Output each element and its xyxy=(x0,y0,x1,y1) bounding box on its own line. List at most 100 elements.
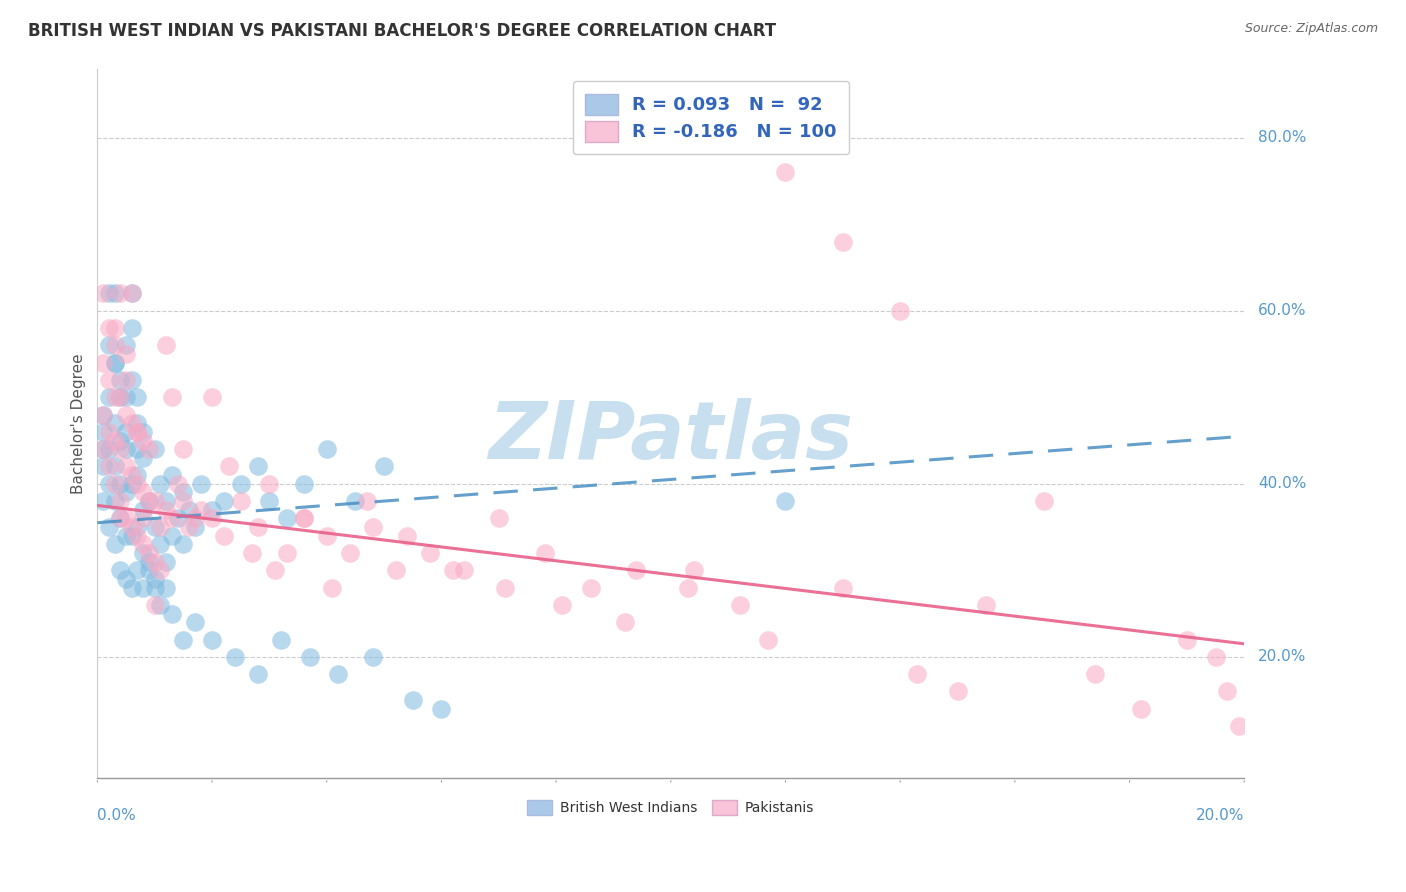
Point xyxy=(143,442,166,457)
Point xyxy=(115,338,138,352)
Point xyxy=(143,572,166,586)
Point xyxy=(138,546,160,560)
Point xyxy=(775,494,797,508)
Y-axis label: Bachelor's Degree: Bachelor's Degree xyxy=(72,353,86,493)
Point xyxy=(579,581,602,595)
Point xyxy=(115,425,138,439)
Point xyxy=(361,649,384,664)
Point xyxy=(91,494,114,508)
Point xyxy=(121,581,143,595)
Point xyxy=(395,529,418,543)
Point xyxy=(246,520,269,534)
Point xyxy=(1084,667,1107,681)
Point xyxy=(160,468,183,483)
Point xyxy=(110,511,132,525)
Point xyxy=(121,373,143,387)
Point xyxy=(184,615,207,630)
Point xyxy=(132,434,155,448)
Point xyxy=(184,511,207,525)
Point xyxy=(110,476,132,491)
Point xyxy=(115,373,138,387)
Point xyxy=(676,581,699,595)
Point xyxy=(127,390,149,404)
Point xyxy=(775,165,797,179)
Point xyxy=(361,520,384,534)
Point xyxy=(441,563,464,577)
Point xyxy=(356,494,378,508)
Point xyxy=(1205,649,1227,664)
Point xyxy=(292,476,315,491)
Point xyxy=(91,408,114,422)
Point xyxy=(110,563,132,577)
Point xyxy=(97,338,120,352)
Point xyxy=(453,563,475,577)
Point xyxy=(160,390,183,404)
Point xyxy=(110,390,132,404)
Point xyxy=(160,529,183,543)
Point xyxy=(172,485,194,500)
Point xyxy=(172,494,194,508)
Point xyxy=(402,693,425,707)
Point xyxy=(97,321,120,335)
Point xyxy=(91,356,114,370)
Point xyxy=(132,502,155,516)
Point xyxy=(160,607,183,621)
Point xyxy=(551,598,574,612)
Point xyxy=(110,390,132,404)
Point xyxy=(143,555,166,569)
Point xyxy=(103,416,125,430)
Point xyxy=(974,598,997,612)
Point xyxy=(138,563,160,577)
Point xyxy=(149,537,172,551)
Point xyxy=(276,511,298,525)
Text: 60.0%: 60.0% xyxy=(1258,303,1306,318)
Point xyxy=(155,338,177,352)
Point xyxy=(259,494,281,508)
Point xyxy=(127,520,149,534)
Point xyxy=(149,520,172,534)
Point xyxy=(533,546,555,560)
Point xyxy=(121,286,143,301)
Point xyxy=(97,520,120,534)
Point xyxy=(155,555,177,569)
Point xyxy=(184,520,207,534)
Point xyxy=(160,511,183,525)
Point xyxy=(155,494,177,508)
Point xyxy=(110,442,132,457)
Point xyxy=(201,632,224,647)
Point xyxy=(166,511,188,525)
Text: 80.0%: 80.0% xyxy=(1258,130,1306,145)
Point xyxy=(127,476,149,491)
Point xyxy=(246,667,269,681)
Point xyxy=(149,476,172,491)
Point xyxy=(115,529,138,543)
Point xyxy=(103,390,125,404)
Point xyxy=(212,494,235,508)
Point xyxy=(97,390,120,404)
Point xyxy=(229,476,252,491)
Point xyxy=(110,373,132,387)
Text: 0.0%: 0.0% xyxy=(97,808,136,823)
Point xyxy=(172,537,194,551)
Point xyxy=(259,476,281,491)
Point xyxy=(143,520,166,534)
Point xyxy=(91,425,114,439)
Point xyxy=(172,442,194,457)
Point xyxy=(91,286,114,301)
Point xyxy=(201,390,224,404)
Point xyxy=(177,502,200,516)
Point xyxy=(149,563,172,577)
Point xyxy=(91,442,114,457)
Point xyxy=(103,494,125,508)
Point xyxy=(110,511,132,525)
Point xyxy=(97,476,120,491)
Point xyxy=(103,321,125,335)
Point xyxy=(127,468,149,483)
Point xyxy=(138,555,160,569)
Point xyxy=(132,581,155,595)
Point xyxy=(276,546,298,560)
Point xyxy=(155,581,177,595)
Point xyxy=(115,442,138,457)
Point xyxy=(373,459,395,474)
Point xyxy=(103,356,125,370)
